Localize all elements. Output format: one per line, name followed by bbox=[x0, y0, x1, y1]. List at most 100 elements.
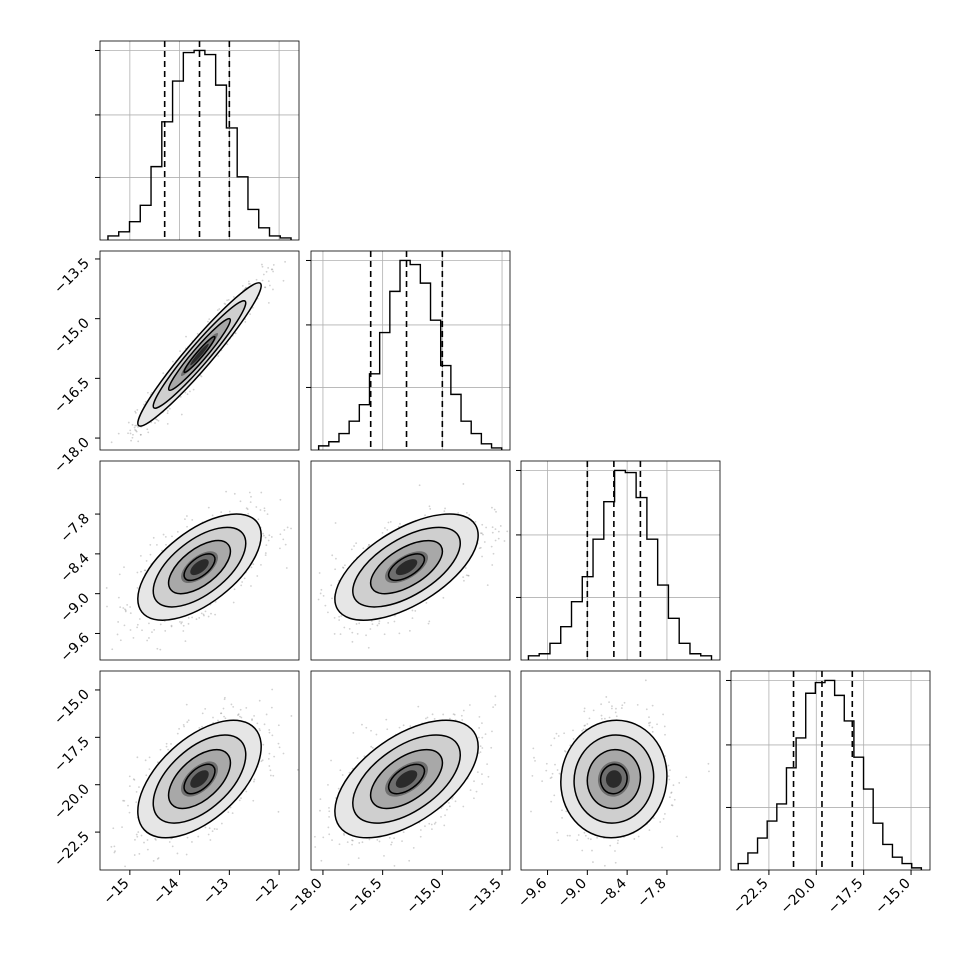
sample-point bbox=[135, 424, 138, 427]
sample-point bbox=[133, 778, 136, 781]
sample-point bbox=[478, 727, 481, 729]
sample-point bbox=[138, 786, 140, 788]
sample-point bbox=[356, 757, 359, 760]
sample-point bbox=[331, 839, 333, 842]
sample-point bbox=[83, 623, 85, 625]
sample-point bbox=[587, 837, 590, 840]
sample-point bbox=[136, 587, 139, 589]
sample-point bbox=[143, 403, 145, 406]
sample-point bbox=[608, 701, 610, 703]
sample-point bbox=[178, 727, 181, 730]
sample-point bbox=[490, 746, 493, 749]
sample-point bbox=[443, 824, 446, 827]
sample-point bbox=[180, 622, 183, 625]
sample-point bbox=[130, 880, 132, 882]
sample-point bbox=[286, 526, 289, 529]
sample-point bbox=[119, 639, 122, 642]
sample-point bbox=[300, 594, 302, 596]
sample-point bbox=[162, 372, 165, 375]
scatter-panel-2-3 bbox=[520, 670, 721, 871]
sample-point bbox=[191, 841, 193, 843]
sample-point bbox=[385, 718, 388, 721]
sample-point bbox=[268, 284, 271, 287]
sample-point bbox=[431, 713, 434, 716]
sample-point bbox=[637, 835, 640, 838]
sample-point bbox=[357, 857, 360, 860]
sample-point bbox=[249, 313, 252, 316]
sample-point bbox=[341, 774, 344, 776]
sample-point bbox=[477, 736, 480, 739]
sample-point bbox=[457, 512, 460, 514]
sample-point bbox=[265, 713, 268, 716]
contour-line bbox=[137, 719, 262, 839]
sample-point bbox=[368, 544, 370, 547]
sample-point bbox=[249, 282, 251, 285]
sample-point bbox=[621, 704, 624, 707]
sample-point bbox=[264, 554, 267, 557]
sample-point bbox=[234, 332, 237, 335]
sample-point bbox=[284, 575, 286, 577]
sample-point bbox=[213, 828, 216, 830]
sample-point bbox=[586, 723, 589, 725]
sample-point bbox=[204, 826, 207, 829]
sample-point bbox=[255, 506, 258, 508]
sample-point bbox=[247, 282, 250, 285]
contour-line bbox=[352, 734, 462, 824]
sample-point bbox=[179, 350, 181, 353]
sample-point bbox=[338, 619, 341, 621]
sample-point bbox=[134, 424, 137, 427]
sample-point bbox=[168, 407, 171, 410]
sample-point bbox=[264, 286, 267, 289]
sample-point bbox=[402, 831, 405, 834]
sample-point bbox=[182, 624, 185, 627]
sample-point bbox=[351, 839, 354, 842]
sample-point bbox=[473, 780, 475, 783]
sample-point bbox=[186, 393, 189, 396]
sample-point bbox=[267, 539, 270, 542]
sample-point bbox=[220, 822, 223, 825]
histogram-step bbox=[317, 259, 503, 450]
sample-point bbox=[481, 783, 484, 785]
sample-point bbox=[491, 730, 493, 733]
sample-point bbox=[327, 826, 330, 829]
sample-point bbox=[661, 846, 663, 849]
sample-point bbox=[393, 837, 395, 840]
contour-line bbox=[167, 317, 232, 392]
sample-point bbox=[279, 533, 282, 536]
sample-point bbox=[253, 780, 255, 783]
sample-point bbox=[186, 525, 188, 528]
sample-point bbox=[411, 609, 414, 612]
contour-line bbox=[137, 513, 262, 621]
sample-point bbox=[481, 773, 483, 776]
sample-point bbox=[182, 630, 185, 632]
sample-point bbox=[342, 567, 345, 569]
sample-point bbox=[157, 857, 160, 859]
contour-line bbox=[183, 335, 216, 374]
sample-point bbox=[256, 722, 259, 725]
sample-point bbox=[214, 600, 217, 603]
sample-point bbox=[156, 543, 158, 546]
sample-point bbox=[476, 771, 479, 774]
sample-point bbox=[123, 799, 126, 802]
sample-point bbox=[369, 628, 372, 630]
sample-point bbox=[250, 585, 252, 587]
sample-point bbox=[272, 270, 275, 273]
sample-point bbox=[135, 833, 138, 836]
sample-point bbox=[170, 743, 172, 745]
sample-point bbox=[204, 610, 207, 613]
sample-point bbox=[135, 429, 137, 432]
sample-point bbox=[271, 688, 274, 691]
sample-point bbox=[486, 584, 489, 587]
sample-point bbox=[181, 621, 183, 624]
sample-point bbox=[365, 726, 368, 729]
sample-point bbox=[492, 706, 495, 708]
sample-point bbox=[141, 629, 143, 632]
sample-point bbox=[347, 863, 350, 866]
sample-point bbox=[353, 545, 355, 547]
sample-point bbox=[233, 492, 236, 495]
sample-point bbox=[327, 784, 329, 786]
sample-point bbox=[340, 615, 343, 617]
sample-point bbox=[685, 776, 688, 779]
sample-point bbox=[258, 699, 261, 702]
sample-point bbox=[617, 839, 619, 842]
